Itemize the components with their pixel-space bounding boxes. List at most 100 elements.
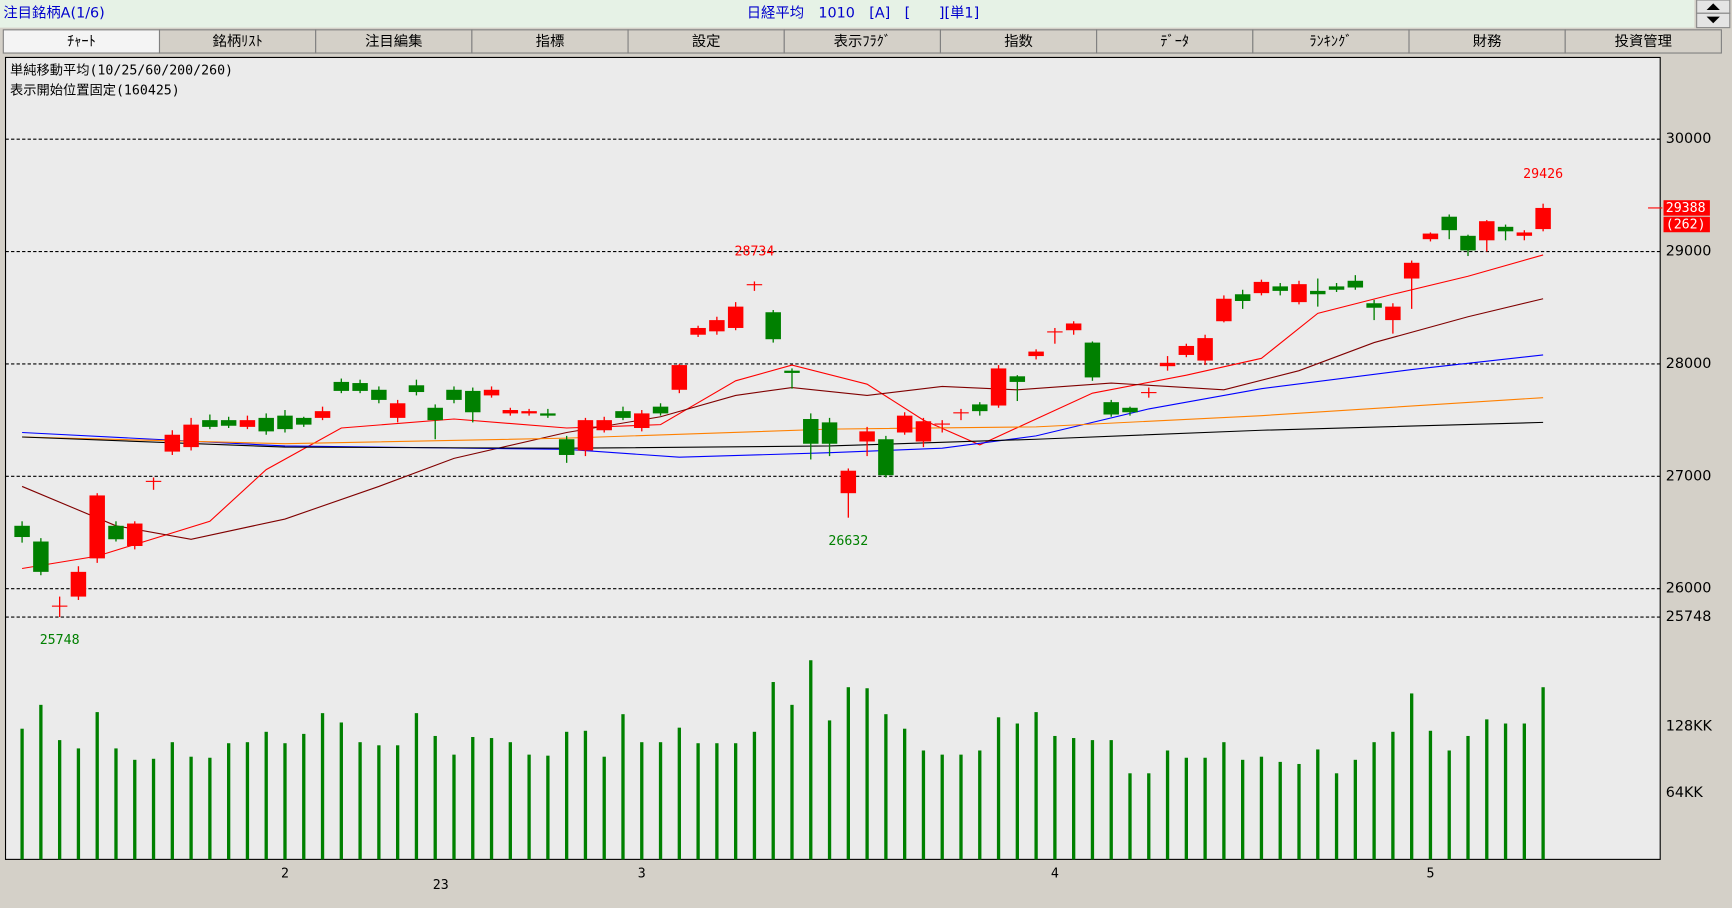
last-price: 29388 [1666, 201, 1706, 216]
volume-bar [151, 758, 156, 860]
candle-body [1047, 331, 1063, 333]
volume-bar [959, 754, 963, 860]
tab-label[interactable]: ﾗﾝｷﾝｸﾞ [1309, 33, 1352, 50]
volume-bar [1259, 756, 1264, 860]
volume-bar [921, 750, 926, 860]
candle-body [709, 320, 725, 332]
candle-body [615, 411, 631, 418]
volume-bar [1485, 719, 1489, 860]
volume-bar [1278, 761, 1282, 860]
candle-body [89, 495, 105, 559]
subtitle: 表示開始位置固定(160425) [10, 83, 180, 99]
volume-bar [546, 755, 550, 860]
candle-body [1310, 290, 1326, 295]
candle-body [596, 420, 612, 431]
x-tick-label: 5 [1426, 867, 1434, 882]
candle-body [690, 327, 706, 335]
tab-label[interactable]: 注目編集 [365, 33, 422, 50]
y-tick-label: 28000 [1666, 356, 1712, 372]
year-label: 23 [433, 878, 449, 893]
tab-label[interactable]: 銘柄ﾘｽﾄ [212, 33, 262, 50]
tab-label[interactable]: ﾃﾞｰﾀ [1160, 33, 1189, 50]
volume-bar [1447, 750, 1451, 860]
volume-bar [395, 745, 400, 860]
candle-body [915, 421, 932, 442]
volume-bar [320, 713, 325, 860]
volume-bar [846, 687, 850, 860]
y-tick-label: 30000 [1666, 131, 1712, 147]
candle-body [220, 420, 237, 426]
tab-label[interactable]: 指標 [536, 33, 565, 50]
volume-bar [1147, 773, 1151, 860]
candle-body [446, 389, 462, 400]
volume-bar [1372, 742, 1376, 860]
extreme-label: 28734 [734, 245, 774, 260]
volume-bar [414, 713, 419, 860]
candle-body [521, 411, 537, 414]
volume-bar [471, 736, 475, 860]
tab-label[interactable]: 設定 [692, 33, 721, 50]
candle-body [784, 370, 800, 373]
volume-bar [884, 714, 888, 860]
candle-body [164, 434, 181, 452]
candle-body [502, 410, 519, 414]
candle-body [33, 541, 49, 572]
volume-bar [358, 742, 362, 860]
volume-bar [696, 743, 700, 860]
candle-body [1141, 392, 1157, 394]
volume-bar [865, 688, 869, 860]
candle-body [1328, 286, 1345, 290]
title-bar [0, 0, 1695, 28]
volume-bar [1090, 740, 1095, 860]
candle-body [127, 523, 143, 547]
volume-bar [1316, 749, 1320, 860]
tab-label[interactable]: 投資管理 [1615, 33, 1672, 50]
candle-body [1403, 262, 1420, 279]
tab[interactable] [1564, 29, 1722, 54]
volume-bar [1297, 763, 1301, 860]
candle-body [652, 406, 669, 414]
volume-bar [1015, 723, 1019, 860]
volume-bar [302, 733, 306, 860]
tab-bar: ﾁｬｰﾄ 銘柄ﾘｽﾄ 注目編集 指標 設定 表示ﾌﾗｸﾞ 指数 ﾃﾞｰﾀ ﾗﾝｷﾝｸﾞ 財務 投資管… [2, 29, 1722, 54]
candle-body [1272, 286, 1288, 291]
volume-bar [1391, 731, 1395, 860]
candle-body [1253, 281, 1270, 294]
volume-bar [1522, 723, 1526, 860]
y-tick-label: 128KK [1666, 719, 1713, 735]
candle-body [859, 431, 875, 442]
candle-body [727, 306, 744, 328]
candle-body [1460, 235, 1476, 251]
candle-body [765, 312, 781, 340]
volume-bar [20, 728, 24, 860]
candle-body [934, 423, 950, 425]
volume-bar [226, 743, 231, 860]
volume-bar [339, 722, 343, 860]
candle-body [1479, 221, 1495, 241]
candle-body [1197, 338, 1213, 361]
volume-bar [489, 738, 494, 860]
chart: 25748 26000 27000 28000 29000 30000 2 3 4 5 29426 2… [5, 131, 1713, 882]
volume-bar [452, 754, 456, 860]
candle-body [803, 419, 819, 444]
volume-bar [583, 730, 588, 860]
tab-label[interactable]: 指数 [1004, 33, 1033, 50]
volume-bar [133, 759, 137, 860]
volume-bar [283, 743, 287, 860]
volume-bar [1034, 712, 1038, 860]
candle-body [1535, 207, 1551, 230]
candle-body [145, 480, 162, 482]
tab-label[interactable]: ﾁｬｰﾄ [67, 34, 96, 50]
candle-body [1347, 280, 1364, 288]
volume-bar [1109, 740, 1113, 860]
tab-label[interactable]: 表示ﾌﾗｸﾞ [834, 33, 891, 50]
volume-bar [39, 704, 43, 860]
candle-body [333, 381, 350, 391]
volume-bar [640, 742, 644, 860]
volume-bar [95, 712, 99, 860]
volume-bar [1072, 738, 1076, 860]
tab-label[interactable]: 財務 [1473, 33, 1502, 50]
candle-body [671, 365, 688, 390]
volume-bar [996, 717, 1001, 860]
